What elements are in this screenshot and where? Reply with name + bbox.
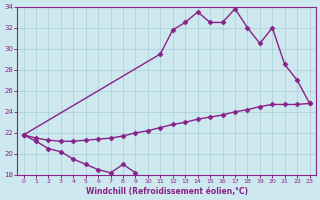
X-axis label: Windchill (Refroidissement éolien,°C): Windchill (Refroidissement éolien,°C) <box>85 187 248 196</box>
